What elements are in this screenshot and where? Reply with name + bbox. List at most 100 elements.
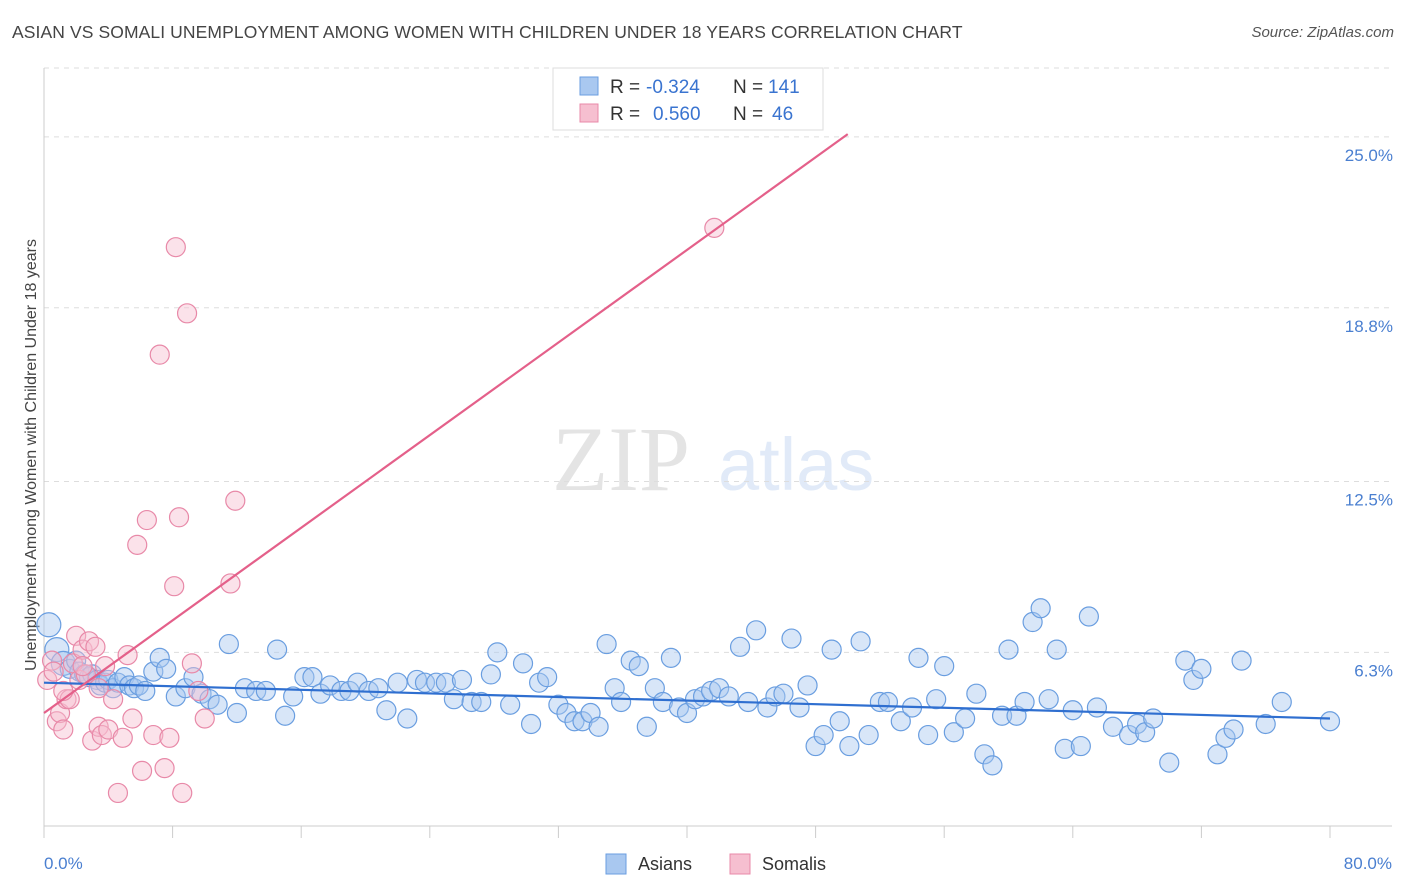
asian-point <box>652 691 673 713</box>
asian-point <box>368 678 389 699</box>
somali-point <box>78 631 100 652</box>
somali-point <box>225 490 246 511</box>
asian-point <box>218 633 239 655</box>
asian-point <box>1191 658 1212 679</box>
watermark-atlas: atlas <box>718 423 874 506</box>
asian-point <box>636 716 657 737</box>
somali-point <box>122 708 143 729</box>
y-tick-label: 18.8% <box>1345 317 1393 336</box>
asian-point <box>974 744 995 765</box>
watermark: ZIP atlas <box>552 408 874 510</box>
y-tick-labels: 6.3% 12.5% 18.8% 25.0% <box>1345 146 1393 680</box>
somali-point <box>37 669 58 691</box>
legend-top: R = -0.324 N = 141 R = 0.560 N = 46 <box>552 67 824 131</box>
asian-point <box>1175 650 1196 671</box>
asian-point <box>934 656 955 677</box>
asian-point <box>226 702 247 724</box>
somali-point <box>188 680 209 702</box>
asian-point <box>858 724 879 746</box>
asian-point <box>1054 738 1075 759</box>
somali-point <box>149 344 170 365</box>
asian-point <box>275 705 296 726</box>
asian-point <box>918 724 939 746</box>
somali-point <box>91 724 112 746</box>
asian-point <box>480 664 501 685</box>
asian-point <box>44 636 70 663</box>
asian-point <box>628 656 649 677</box>
somali-point <box>59 689 80 710</box>
asian-point <box>926 689 947 710</box>
somali-point <box>168 507 190 528</box>
asian-point <box>821 639 842 660</box>
asian-point <box>1207 744 1228 765</box>
somali-point <box>176 303 198 324</box>
watermark-zip: ZIP <box>552 408 690 510</box>
asian-point <box>991 705 1013 726</box>
asian-point <box>765 686 786 707</box>
asian-point <box>943 722 964 743</box>
somali-point <box>165 237 186 258</box>
somali-point <box>181 653 202 674</box>
asian-point <box>1183 669 1204 691</box>
asian-point <box>839 735 860 757</box>
asian-point <box>908 647 929 668</box>
legend-n-value-2: 46 <box>772 104 793 125</box>
somali-point <box>136 509 157 531</box>
asian-point <box>954 708 976 729</box>
asian-point <box>397 708 418 729</box>
somali-point <box>131 760 153 781</box>
asian-point <box>850 631 871 652</box>
somali-point <box>154 758 175 779</box>
legend-r-label-2: R = <box>610 104 640 125</box>
legend-bottom: Asians Somalis <box>605 853 826 875</box>
asian-point <box>718 686 739 707</box>
asian-point <box>1255 713 1276 735</box>
legend-swatch-asians <box>579 76 599 96</box>
asian-point <box>1086 697 1108 718</box>
asian-point <box>548 694 569 715</box>
asian-point <box>572 711 593 732</box>
asian-point <box>255 680 276 702</box>
somali-point <box>72 656 93 677</box>
somali-point <box>46 711 67 732</box>
asian-point <box>294 667 315 688</box>
asian-point <box>610 691 632 713</box>
asian-point <box>1046 639 1067 660</box>
somali-point <box>194 708 215 729</box>
asian-point <box>1215 727 1236 748</box>
somali-point <box>103 689 124 710</box>
asian-point <box>797 675 818 696</box>
asian-point <box>684 689 706 710</box>
asian-point <box>537 667 558 688</box>
asian-point <box>1231 650 1252 671</box>
asian-point <box>376 700 397 721</box>
asian-point <box>596 633 617 655</box>
legend-r-value-1: -0.324 <box>646 77 700 98</box>
gridlines <box>44 67 1392 653</box>
legend-n-value-1: 141 <box>768 77 800 98</box>
source-label: Source: ZipAtlas.com <box>1251 24 1394 41</box>
asian-point <box>156 658 177 679</box>
asian-point <box>1102 716 1124 737</box>
somali-point <box>143 724 164 746</box>
asian-point <box>487 642 508 663</box>
asian-point <box>556 702 577 724</box>
somali-point <box>85 636 106 657</box>
asian-point <box>966 683 987 704</box>
asian-point <box>207 694 228 715</box>
asian-point <box>588 716 609 737</box>
asian-point <box>1078 606 1099 627</box>
asian-point <box>435 672 456 693</box>
chart-title: ASIAN VS SOMALI UNEMPLOYMENT AMONG WOMEN… <box>12 22 963 42</box>
asian-point <box>1223 719 1244 740</box>
asian-point <box>1118 724 1140 746</box>
y-tick-label: 12.5% <box>1345 490 1393 509</box>
somali-point <box>72 639 93 660</box>
legend-bottom-asians: Asians <box>638 854 692 874</box>
asian-point <box>746 620 767 641</box>
asian-point <box>1014 691 1035 713</box>
somali-point <box>53 719 74 740</box>
asian-point <box>982 755 1003 776</box>
somali-point <box>94 656 116 677</box>
